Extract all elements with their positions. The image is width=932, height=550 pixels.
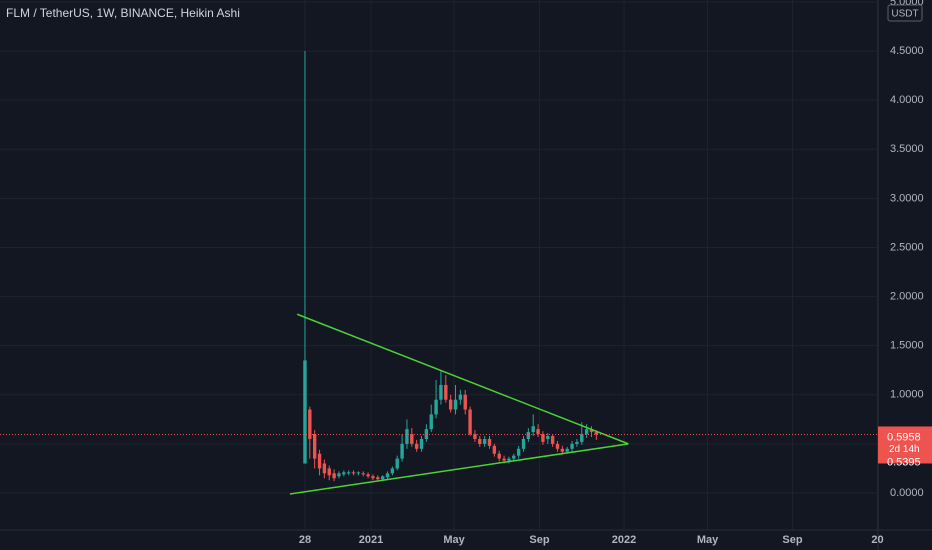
candle-body [390, 468, 395, 474]
y-tick-label: 3.5000 [890, 143, 924, 155]
trendline [296, 313, 629, 445]
candle-body [521, 438, 526, 449]
candle-body [526, 432, 531, 439]
y-tick-label: 3.0000 [890, 192, 924, 204]
candle-body [497, 453, 501, 459]
axes: 0.00000.50001.00001.50002.00002.50003.00… [299, 0, 932, 546]
candle-body [468, 409, 472, 435]
candle-body [371, 476, 375, 479]
candle-body [351, 472, 356, 474]
candle-body [546, 436, 550, 439]
candle-body [434, 399, 438, 415]
candle-body [492, 445, 497, 454]
candle-body [380, 476, 385, 480]
candle-body [439, 384, 443, 400]
candle-body [327, 468, 331, 476]
x-tick-label: 2021 [359, 534, 383, 546]
candle-body [337, 473, 341, 477]
candle-body [308, 409, 312, 439]
plot [0, 51, 878, 495]
candle-body [541, 434, 545, 442]
candle-body [444, 384, 448, 400]
y-tick-label: 1.0000 [890, 389, 924, 401]
candle-body [565, 448, 569, 452]
candle-body [512, 455, 516, 459]
candle-body [482, 438, 487, 444]
y-tick-label: 5.0000 [890, 0, 924, 8]
x-tick-label: 20 [871, 534, 883, 546]
y-tick-label: 4.5000 [890, 45, 924, 57]
candle-body [332, 473, 336, 479]
candle-body [385, 473, 390, 478]
candle-body [410, 434, 414, 444]
candle-body [419, 438, 424, 449]
candle-body [395, 458, 399, 469]
last-price-label: 0.5958 [887, 431, 921, 443]
candle-body [453, 399, 458, 410]
unit-label: USDT [891, 9, 918, 20]
candle-body [560, 448, 565, 452]
candle-body [303, 360, 307, 464]
x-tick-label: Sep [782, 534, 802, 546]
candle-body [458, 394, 463, 400]
candle-body [570, 443, 574, 449]
candle-body [322, 463, 327, 474]
candle-body [516, 448, 521, 456]
candle-body [580, 434, 584, 442]
candle-body [361, 473, 365, 475]
candle-body [366, 474, 370, 477]
candle-body [589, 429, 594, 433]
candle-body [405, 429, 409, 444]
last-price-box [878, 426, 932, 464]
candle-body [536, 429, 540, 435]
y-tick-label: 0.0000 [890, 487, 924, 499]
candle-body [429, 414, 433, 430]
chart-title: FLM / TetherUS, 1W, BINANCE, Heikin Ashi [6, 6, 240, 20]
candle-body [356, 472, 361, 474]
candle-body [555, 443, 560, 449]
unit-box[interactable] [887, 4, 923, 22]
candle-body [487, 438, 492, 446]
candle-body [414, 443, 419, 449]
x-tick-label: May [443, 534, 465, 546]
y-tick-label: 2.0000 [890, 290, 924, 302]
x-tick-label: May [697, 534, 719, 546]
close-price-label: 0.5395 [887, 456, 921, 468]
trendline [289, 443, 629, 495]
candle-body [575, 441, 579, 444]
x-tick-label: Sep [529, 534, 549, 546]
candle-body [312, 434, 317, 459]
candle-body [478, 438, 482, 444]
x-tick-label: 28 [299, 534, 311, 546]
candle-body [507, 458, 511, 461]
candle-body [317, 453, 322, 469]
candle-body [463, 394, 467, 410]
y-tick-label: 2.5000 [890, 241, 924, 253]
x-tick-label: 2022 [612, 534, 636, 546]
y-tick-label: 4.0000 [890, 94, 924, 106]
candle-body [502, 458, 506, 461]
candle-body [473, 434, 477, 439]
candle-body [594, 432, 599, 435]
countdown-label: 2d 14h [889, 444, 920, 455]
candle-body [346, 472, 351, 474]
candle-body [448, 399, 453, 410]
candle-body [584, 429, 589, 435]
candle-body [531, 426, 535, 433]
candle-body [376, 477, 380, 480]
candle-body [550, 436, 555, 444]
candle-body [400, 443, 404, 459]
candle-body [342, 472, 346, 475]
y-tick-label: 1.5000 [890, 340, 924, 352]
